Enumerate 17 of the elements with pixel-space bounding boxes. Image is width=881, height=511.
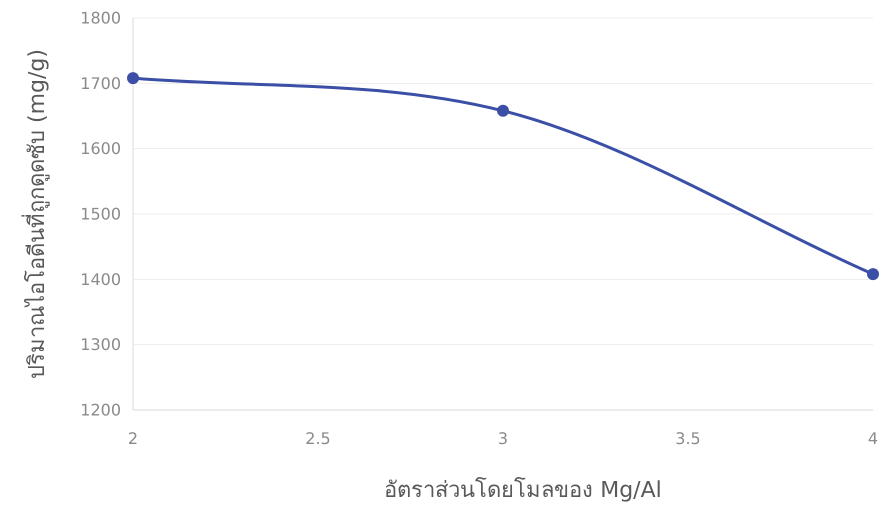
y-tick-label: 1400 <box>80 270 121 289</box>
y-tick-label: 1800 <box>80 8 121 28</box>
point <box>127 72 139 84</box>
x-axis-title: อัตราส่วนโดยโมลของ Mg/Al <box>384 477 662 503</box>
x-tick-label: 3.5 <box>675 429 701 448</box>
y-tick-label: 1500 <box>80 204 121 224</box>
y-tick-label: 1300 <box>80 335 121 354</box>
x-tick-label: 2 <box>128 429 138 448</box>
point <box>497 104 509 117</box>
point <box>867 268 879 280</box>
y-axis-title: ปริมาณไอโอดีนที่ถูกดูดซับ (mg/g) <box>21 49 50 379</box>
y-tick-label: 1700 <box>80 74 121 93</box>
x-tick-label: 4 <box>868 429 878 448</box>
x-tick-label: 2.5 <box>305 429 331 448</box>
x-tick-label: 3 <box>498 429 508 448</box>
y-tick-label: 1200 <box>80 400 121 420</box>
y-tick-label: 1600 <box>80 139 121 158</box>
